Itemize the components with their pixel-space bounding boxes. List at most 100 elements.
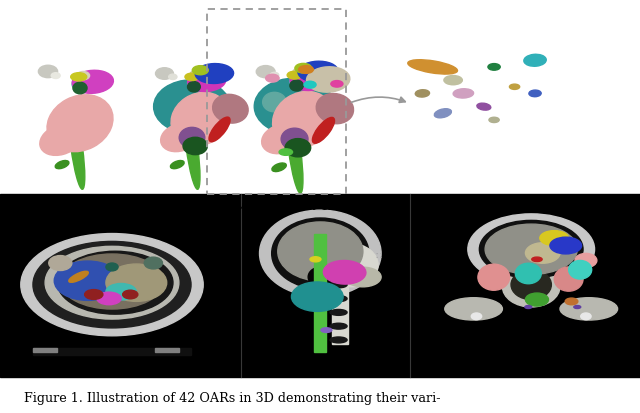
- Ellipse shape: [72, 71, 113, 94]
- Ellipse shape: [312, 118, 335, 144]
- Ellipse shape: [190, 71, 203, 79]
- Ellipse shape: [84, 290, 103, 300]
- Ellipse shape: [477, 104, 491, 111]
- Ellipse shape: [188, 76, 213, 91]
- Ellipse shape: [323, 244, 378, 287]
- Ellipse shape: [273, 92, 334, 148]
- Ellipse shape: [554, 267, 583, 292]
- Ellipse shape: [321, 328, 332, 332]
- Ellipse shape: [299, 66, 314, 74]
- Ellipse shape: [183, 138, 207, 155]
- Ellipse shape: [540, 231, 569, 246]
- Bar: [0, 0, 640, 194]
- Ellipse shape: [511, 270, 551, 300]
- Ellipse shape: [298, 62, 338, 83]
- Ellipse shape: [169, 75, 177, 80]
- Ellipse shape: [560, 298, 618, 320]
- Text: Figure 1. Illustration of 42 OARs in 3D demonstrating their vari-: Figure 1. Illustration of 42 OARs in 3D …: [24, 391, 441, 404]
- Ellipse shape: [285, 139, 310, 157]
- Ellipse shape: [502, 266, 560, 307]
- Ellipse shape: [565, 298, 578, 305]
- Bar: [0, 194, 640, 377]
- Ellipse shape: [171, 93, 230, 146]
- Ellipse shape: [156, 69, 173, 80]
- Ellipse shape: [453, 90, 474, 99]
- Ellipse shape: [509, 85, 520, 90]
- Ellipse shape: [170, 161, 184, 169]
- Ellipse shape: [290, 74, 317, 90]
- Bar: [155, 349, 179, 352]
- Ellipse shape: [524, 55, 547, 67]
- Ellipse shape: [68, 107, 85, 190]
- Text: all 42 OARs: all 42 OARs: [301, 199, 375, 212]
- Ellipse shape: [445, 298, 502, 320]
- Ellipse shape: [40, 125, 82, 156]
- Ellipse shape: [185, 74, 199, 81]
- Ellipse shape: [161, 124, 198, 152]
- Ellipse shape: [192, 66, 209, 76]
- Ellipse shape: [529, 91, 541, 97]
- Ellipse shape: [323, 261, 366, 285]
- Bar: [33, 349, 191, 356]
- Ellipse shape: [330, 282, 347, 288]
- Ellipse shape: [68, 272, 88, 282]
- Ellipse shape: [45, 247, 179, 319]
- Ellipse shape: [54, 261, 121, 301]
- Ellipse shape: [408, 61, 458, 75]
- Ellipse shape: [51, 74, 60, 79]
- Ellipse shape: [550, 237, 582, 254]
- Ellipse shape: [144, 258, 163, 269]
- Ellipse shape: [188, 71, 226, 92]
- Ellipse shape: [415, 90, 429, 98]
- Ellipse shape: [106, 284, 136, 300]
- Ellipse shape: [60, 254, 164, 309]
- Ellipse shape: [515, 263, 541, 284]
- Ellipse shape: [485, 225, 577, 275]
- Ellipse shape: [488, 64, 500, 71]
- Text: ∷: ∷: [375, 251, 381, 261]
- Ellipse shape: [21, 234, 204, 336]
- Ellipse shape: [479, 221, 583, 278]
- Ellipse shape: [38, 66, 58, 78]
- Ellipse shape: [272, 218, 369, 289]
- Ellipse shape: [316, 94, 353, 124]
- Ellipse shape: [179, 128, 205, 149]
- Ellipse shape: [195, 64, 234, 84]
- Ellipse shape: [308, 268, 333, 287]
- Ellipse shape: [266, 75, 279, 83]
- Ellipse shape: [262, 93, 286, 113]
- Ellipse shape: [106, 264, 167, 301]
- Ellipse shape: [292, 69, 306, 78]
- Ellipse shape: [49, 256, 72, 271]
- Ellipse shape: [574, 306, 580, 309]
- Text: small & hard: small & hard: [447, 199, 529, 212]
- Ellipse shape: [290, 81, 303, 92]
- Ellipse shape: [184, 107, 200, 190]
- Ellipse shape: [106, 263, 118, 271]
- Ellipse shape: [568, 261, 591, 280]
- Ellipse shape: [295, 64, 312, 74]
- Ellipse shape: [525, 243, 560, 263]
- Ellipse shape: [97, 292, 121, 305]
- Ellipse shape: [212, 95, 248, 124]
- Ellipse shape: [468, 214, 595, 285]
- Bar: [314, 234, 326, 352]
- Ellipse shape: [330, 310, 347, 316]
- Ellipse shape: [307, 68, 350, 93]
- Ellipse shape: [286, 107, 303, 194]
- Ellipse shape: [304, 82, 316, 89]
- Bar: [333, 258, 348, 344]
- Ellipse shape: [256, 66, 275, 78]
- Ellipse shape: [287, 72, 302, 80]
- Ellipse shape: [262, 125, 301, 154]
- Ellipse shape: [330, 337, 347, 343]
- Ellipse shape: [278, 222, 363, 281]
- Ellipse shape: [532, 257, 542, 262]
- Ellipse shape: [154, 81, 230, 134]
- Ellipse shape: [310, 257, 321, 262]
- Ellipse shape: [55, 161, 69, 169]
- Ellipse shape: [209, 118, 230, 142]
- Ellipse shape: [254, 79, 335, 135]
- Ellipse shape: [270, 73, 279, 79]
- Bar: [33, 349, 58, 352]
